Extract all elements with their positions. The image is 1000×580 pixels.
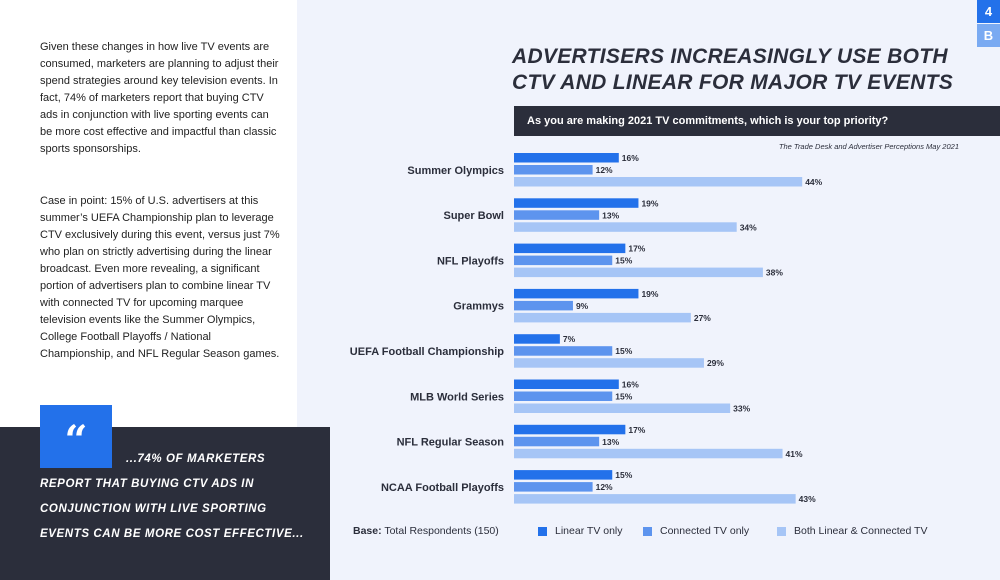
data-label-linear: 7% [563, 334, 576, 344]
quote-mark-icon: “ [40, 405, 112, 468]
category-label: NFL Regular Season [397, 437, 505, 449]
legend-item-both: Both Linear & Connected TV [777, 525, 927, 537]
bar-linear [514, 198, 639, 208]
data-label-connected: 12% [596, 482, 613, 492]
data-label-linear: 17% [628, 425, 645, 435]
category-label: NFL Playoffs [437, 255, 504, 267]
data-label-connected: 12% [596, 165, 613, 175]
bar-connected [514, 255, 613, 266]
legend-item-connected: Connected TV only [643, 525, 749, 537]
bar-linear [514, 470, 613, 480]
quote-mark-glyph: “ [64, 416, 88, 464]
section-letter-badge: B [977, 24, 1000, 47]
category-label: Summer Olympics [407, 165, 504, 177]
bar-connected [514, 210, 600, 220]
bar-both [514, 358, 704, 368]
bar-both [514, 267, 763, 278]
category-label: Super Bowl [443, 210, 504, 222]
legend-swatch-linear [538, 526, 547, 536]
data-label-both: 43% [799, 494, 816, 504]
bar-linear [514, 334, 560, 344]
legend-label-both: Both Linear & Connected TV [794, 525, 928, 537]
data-label-both: 38% [766, 268, 783, 278]
bar-linear [514, 153, 619, 163]
bar-both [514, 222, 737, 232]
body-paragraph-1: Given these changes in how live TV event… [40, 41, 279, 155]
data-label-both: 29% [707, 358, 724, 368]
data-label-both: 44% [805, 177, 822, 187]
bar-connected [514, 391, 613, 401]
data-label-linear: 15% [615, 470, 632, 480]
legend-label-connected: Connected TV only [660, 525, 750, 537]
bar-both [514, 177, 803, 187]
bar-connected [514, 482, 593, 492]
bar-both [514, 312, 691, 323]
bar-both [514, 494, 796, 504]
data-label-linear: 17% [628, 244, 645, 254]
bar-linear [514, 243, 626, 254]
data-label-connected: 9% [576, 301, 589, 311]
page-number-badge: 4 [977, 0, 1000, 23]
data-label-both: 27% [694, 313, 711, 323]
category-label: NCAA Football Playoffs [381, 482, 504, 494]
bar-connected [514, 436, 600, 447]
data-label-both: 41% [786, 449, 803, 459]
data-label-connected: 13% [602, 210, 619, 220]
data-label-connected: 15% [615, 346, 632, 356]
bar-linear [514, 379, 619, 389]
chart-source: The Trade Desk and Advertiser Perception… [778, 142, 959, 151]
data-label-connected: 15% [615, 392, 632, 402]
data-label-linear: 19% [641, 289, 658, 299]
data-label-linear: 16% [622, 153, 639, 163]
legend-label-linear: Linear TV only [555, 525, 623, 537]
data-label-both: 34% [740, 222, 757, 232]
body-paragraph-2: Case in point: 15% of U.S. advertisers a… [40, 195, 280, 360]
legend-swatch-both [777, 526, 786, 536]
survey-question-banner: As you are making 2021 TV commitments, w… [514, 106, 1000, 136]
chart-title: ADVERTISERS INCREASINGLY USE BOTH CTV AN… [512, 45, 954, 94]
bar-both [514, 403, 731, 413]
page-badges: 4 B [977, 0, 1000, 47]
base-label: Base: [353, 525, 382, 537]
bar-connected [514, 165, 593, 175]
pull-quote-text: ...74% OF MARKETERS REPORT THAT BUYING C… [40, 453, 304, 540]
legend-item-linear: Linear TV only [538, 525, 623, 537]
data-label-both: 33% [733, 404, 750, 414]
data-label-connected: 15% [615, 256, 632, 266]
data-label-connected: 13% [602, 437, 619, 447]
bar-linear [514, 288, 639, 299]
base-text: Total Respondents (150) [384, 525, 499, 537]
legend-swatch-connected [643, 526, 652, 536]
bar-linear [514, 424, 626, 435]
category-label: Grammys [453, 301, 504, 313]
base-note: Base: Total Respondents (150) [353, 525, 499, 537]
bar-connected [514, 346, 613, 356]
category-label: MLB World Series [410, 391, 504, 403]
bar-both [514, 448, 783, 459]
survey-question-text: As you are making 2021 TV commitments, w… [527, 115, 889, 127]
data-label-linear: 16% [622, 380, 639, 390]
data-label-linear: 19% [641, 198, 658, 208]
category-label: UEFA Football Championship [350, 346, 504, 358]
bar-connected [514, 300, 573, 311]
